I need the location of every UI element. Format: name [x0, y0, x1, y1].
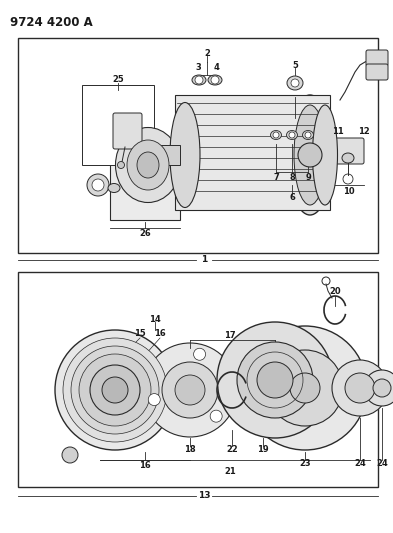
FancyBboxPatch shape: [366, 50, 388, 66]
Circle shape: [364, 370, 393, 406]
Text: 20: 20: [329, 287, 341, 296]
Circle shape: [273, 132, 279, 138]
Text: 10: 10: [343, 188, 355, 197]
FancyBboxPatch shape: [332, 138, 364, 164]
Circle shape: [298, 143, 322, 167]
Ellipse shape: [312, 105, 338, 205]
Bar: [135, 145, 180, 165]
Text: 16: 16: [139, 461, 151, 470]
Circle shape: [87, 174, 109, 196]
Circle shape: [345, 373, 375, 403]
Text: 24: 24: [354, 459, 366, 469]
Text: 19: 19: [257, 446, 269, 455]
Circle shape: [162, 362, 218, 418]
FancyBboxPatch shape: [366, 64, 388, 80]
Ellipse shape: [108, 183, 120, 192]
Circle shape: [175, 375, 205, 405]
Circle shape: [267, 350, 343, 426]
Text: 9: 9: [305, 174, 311, 182]
Circle shape: [291, 79, 299, 87]
Circle shape: [211, 76, 219, 84]
Bar: [175, 95, 330, 210]
Text: 13: 13: [198, 491, 210, 500]
Text: 12: 12: [358, 127, 370, 136]
Circle shape: [90, 365, 140, 415]
Text: 3: 3: [195, 63, 201, 72]
Text: 7: 7: [273, 174, 279, 182]
Ellipse shape: [287, 76, 303, 90]
Text: 26: 26: [139, 230, 151, 238]
Text: 6: 6: [289, 193, 295, 203]
Text: 15: 15: [134, 328, 146, 337]
Circle shape: [79, 354, 151, 426]
Circle shape: [332, 360, 388, 416]
Bar: [82, 85, 154, 165]
Circle shape: [217, 322, 333, 438]
Circle shape: [194, 348, 206, 360]
Circle shape: [290, 373, 320, 403]
Text: 8: 8: [289, 174, 295, 182]
Circle shape: [143, 343, 237, 437]
Text: 23: 23: [299, 459, 311, 469]
Circle shape: [55, 330, 175, 450]
Bar: [110, 140, 180, 220]
Circle shape: [305, 132, 311, 138]
Circle shape: [71, 346, 159, 434]
Circle shape: [62, 447, 78, 463]
Text: 18: 18: [184, 446, 196, 455]
Circle shape: [257, 362, 293, 398]
Text: 17: 17: [224, 332, 236, 341]
Text: 11: 11: [332, 127, 344, 136]
Circle shape: [289, 132, 295, 138]
Text: 22: 22: [226, 446, 238, 455]
Text: 2: 2: [204, 49, 210, 58]
Circle shape: [118, 161, 125, 168]
Circle shape: [148, 393, 160, 406]
Circle shape: [195, 76, 203, 84]
Ellipse shape: [116, 127, 180, 203]
Circle shape: [102, 377, 128, 403]
Circle shape: [237, 342, 313, 418]
Ellipse shape: [286, 131, 298, 140]
Ellipse shape: [303, 131, 314, 140]
Text: 21: 21: [224, 467, 236, 477]
Text: 25: 25: [112, 76, 124, 85]
Ellipse shape: [270, 131, 281, 140]
Text: 9724 4200 A: 9724 4200 A: [10, 16, 93, 29]
Text: 5: 5: [292, 61, 298, 69]
Bar: [18, 38, 378, 253]
Ellipse shape: [208, 75, 222, 85]
Ellipse shape: [170, 102, 200, 207]
Ellipse shape: [294, 105, 326, 205]
Text: 16: 16: [154, 328, 166, 337]
Circle shape: [63, 338, 167, 442]
Text: 4: 4: [213, 63, 219, 72]
Ellipse shape: [192, 75, 206, 85]
Text: 14: 14: [149, 314, 161, 324]
Ellipse shape: [137, 152, 159, 178]
Ellipse shape: [127, 140, 169, 190]
Text: 24: 24: [376, 459, 388, 469]
Ellipse shape: [342, 153, 354, 163]
Circle shape: [92, 179, 104, 191]
Circle shape: [373, 379, 391, 397]
Circle shape: [243, 326, 367, 450]
Bar: [18, 272, 378, 487]
FancyBboxPatch shape: [113, 113, 142, 149]
Circle shape: [210, 410, 222, 422]
Text: 1: 1: [201, 255, 207, 264]
Ellipse shape: [288, 95, 332, 215]
